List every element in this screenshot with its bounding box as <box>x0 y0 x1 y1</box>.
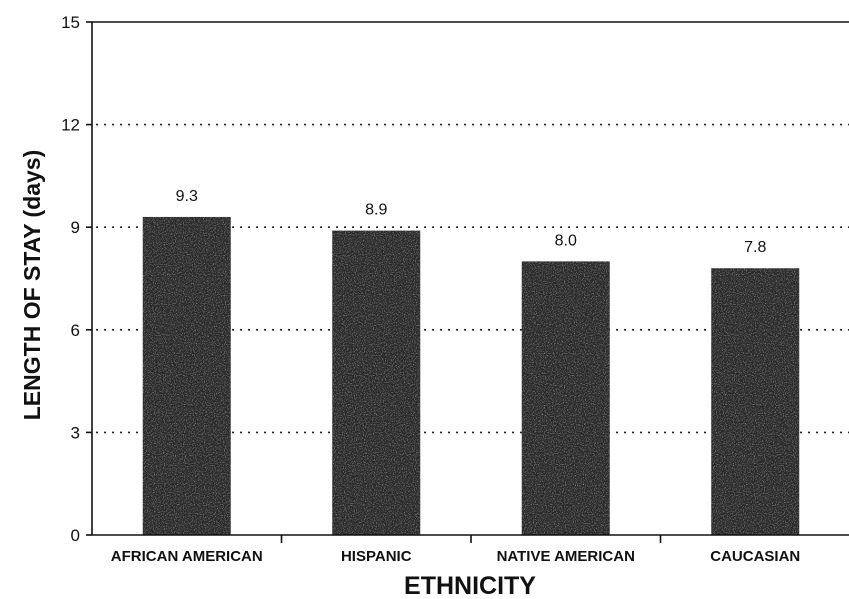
x-axis-category-labels: AFRICAN AMERICAN HISPANIC NATIVE AMERICAN C… <box>111 548 800 565</box>
bar <box>332 230 421 535</box>
bar <box>521 261 610 535</box>
y-tick-label: 15 <box>61 13 80 32</box>
bar-value-label: 8.0 <box>555 232 577 249</box>
bars <box>142 216 800 535</box>
x-category-label: AFRICAN AMERICAN <box>111 548 263 565</box>
bar <box>711 268 800 535</box>
bar <box>142 216 231 535</box>
bar-value-label: 9.3 <box>176 188 198 205</box>
y-tick-label: 6 <box>71 321 80 340</box>
y-axis-ticks: 0 3 6 9 12 15 <box>61 13 92 545</box>
y-axis-title: LENGTH OF STAY (days) <box>19 150 45 421</box>
bar-value-label: 7.8 <box>744 239 766 256</box>
x-category-label: NATIVE AMERICAN <box>497 548 635 565</box>
x-axis-ticks <box>280 535 662 543</box>
x-category-label: HISPANIC <box>341 548 412 565</box>
x-axis-title: ETHNICITY <box>404 572 536 599</box>
y-tick-label: 12 <box>61 116 80 135</box>
y-tick-label: 3 <box>71 423 80 442</box>
x-category-label: CAUCASIAN <box>710 548 800 565</box>
y-tick-label: 0 <box>71 526 80 545</box>
y-tick-label: 9 <box>71 218 80 237</box>
value-labels: 9.3 8.9 8.0 7.8 <box>176 188 767 256</box>
bar-value-label: 8.9 <box>365 202 387 219</box>
grid-lines <box>92 21 849 434</box>
